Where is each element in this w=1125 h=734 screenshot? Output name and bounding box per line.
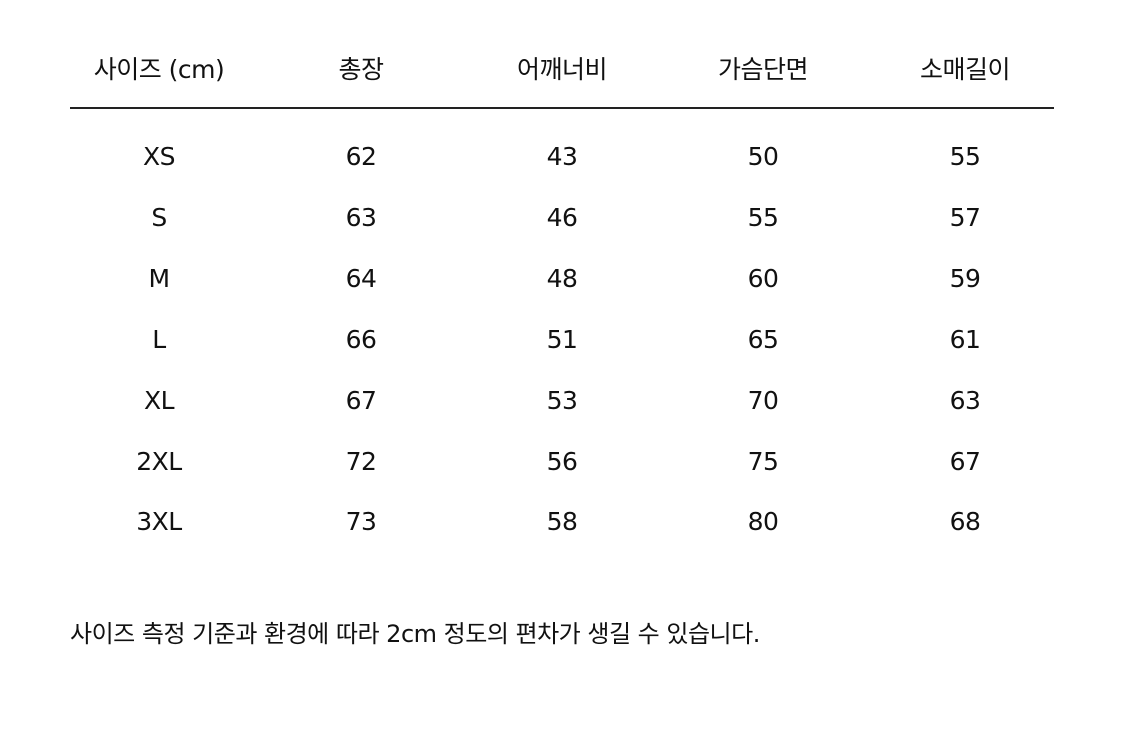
cell-size: XL [143,386,175,415]
cell-shoulder-width: 58 [546,507,578,536]
cell-chest-width: 55 [747,203,779,232]
cell-total-length: 64 [345,264,377,293]
cell-sleeve-length: 63 [949,386,981,415]
header-shoulder-width: 어깨너비 [516,55,608,84]
cell-total-length: 62 [345,142,377,171]
cell-size: L [152,325,166,354]
cell-chest-width: 60 [747,264,779,293]
cell-size: M [148,264,170,293]
table-row: XS 62 43 50 55 [0,137,1125,177]
cell-shoulder-width: 56 [546,447,578,476]
size-note: 사이즈 측정 기준과 환경에 따라 2cm 정도의 편차가 생길 수 있습니다. [70,620,760,648]
cell-total-length: 73 [345,507,377,536]
table-row: S 63 46 55 57 [0,198,1125,238]
table-row: 2XL 72 56 75 67 [0,442,1125,482]
cell-chest-width: 50 [747,142,779,171]
cell-sleeve-length: 57 [949,203,981,232]
header-chest-width: 가슴단면 [717,55,809,84]
cell-sleeve-length: 59 [949,264,981,293]
cell-chest-width: 80 [747,507,779,536]
cell-chest-width: 65 [747,325,779,354]
header-size: 사이즈 (cm) [93,55,225,84]
cell-size: XS [143,142,176,171]
cell-chest-width: 75 [747,447,779,476]
cell-total-length: 66 [345,325,377,354]
cell-shoulder-width: 43 [546,142,578,171]
table-row: 3XL 73 58 80 68 [0,502,1125,542]
header-divider [70,107,1054,109]
cell-size: 2XL [136,447,182,476]
cell-shoulder-width: 51 [546,325,578,354]
cell-sleeve-length: 55 [949,142,981,171]
table-row: XL 67 53 70 63 [0,381,1125,421]
cell-total-length: 63 [345,203,377,232]
cell-chest-width: 70 [747,386,779,415]
cell-size: S [151,203,167,232]
table-row: L 66 51 65 61 [0,320,1125,360]
table-header-row: 사이즈 (cm) 총장 어깨너비 가슴단면 소매길이 [0,50,1125,90]
cell-total-length: 72 [345,447,377,476]
header-sleeve-length: 소매길이 [919,55,1011,84]
cell-shoulder-width: 53 [546,386,578,415]
cell-sleeve-length: 67 [949,447,981,476]
cell-sleeve-length: 68 [949,507,981,536]
table-row: M 64 48 60 59 [0,259,1125,299]
cell-shoulder-width: 46 [546,203,578,232]
cell-sleeve-length: 61 [949,325,981,354]
cell-size: 3XL [136,507,182,536]
header-total-length: 총장 [338,55,384,84]
cell-total-length: 67 [345,386,377,415]
cell-shoulder-width: 48 [546,264,578,293]
